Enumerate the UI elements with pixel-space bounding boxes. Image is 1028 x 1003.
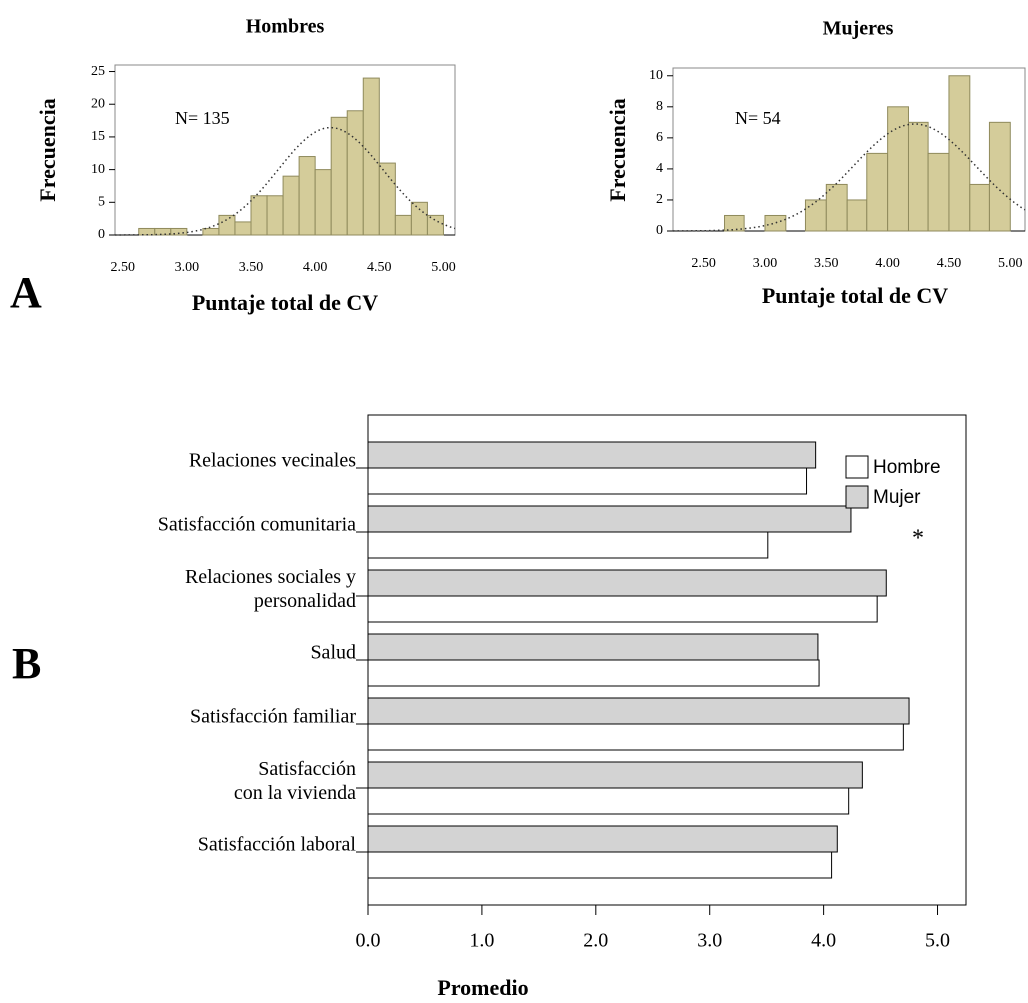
normal-curve [672, 123, 1026, 232]
y-tick-label: 6 [656, 130, 663, 145]
bar [367, 633, 819, 661]
x-tick-label: 3.0 [697, 930, 722, 952]
histogram-bar [866, 152, 889, 232]
histogram-bar [154, 227, 172, 236]
histogram-bar [927, 152, 950, 232]
histogram-bar [234, 221, 252, 236]
histogram-bar [298, 156, 316, 236]
x-tick-label: 1.0 [469, 930, 494, 952]
y-tick-label: Satisfacción con la vivienda [234, 758, 356, 804]
histogram-bar [846, 199, 868, 232]
panel-label: A [10, 268, 42, 317]
x-tick-label: 2.50 [691, 256, 716, 271]
x-axis-label: Promedio [437, 975, 528, 1000]
histogram-bar [218, 214, 236, 236]
x-tick-label: 4.50 [937, 256, 962, 271]
x-tick-label: 3.50 [814, 256, 839, 271]
x-tick-label: 0.0 [356, 930, 381, 952]
y-tick-label: Satisfacción laboral [198, 834, 357, 856]
chart-title: Mujeres [823, 18, 894, 40]
histogram-bar [250, 195, 268, 236]
histogram-bar [314, 169, 332, 236]
histogram-bar [266, 195, 284, 236]
histogram-bar [988, 121, 1011, 232]
annotation: * [912, 526, 924, 552]
bar [367, 441, 817, 469]
x-tick-label: 3.50 [239, 260, 264, 275]
bar [367, 531, 769, 559]
legend-label: Hombre [873, 457, 941, 478]
histogram-bar [282, 175, 300, 236]
bar [367, 851, 833, 879]
histogram-bar [825, 183, 848, 232]
y-tick-label: 15 [91, 129, 105, 144]
x-tick-label: 4.0 [811, 930, 836, 952]
histogram-bar [969, 183, 990, 232]
bar [367, 467, 808, 495]
histogram-bar [907, 121, 929, 232]
x-tick-label: 4.00 [875, 256, 900, 271]
histogram-bar [948, 75, 971, 232]
x-axis-label: Puntaje total de CV [762, 283, 948, 308]
histogram-bar [202, 227, 220, 236]
histogram-bar [346, 110, 364, 236]
histogram-bar [804, 199, 827, 232]
annotation: N= 135 [175, 108, 230, 128]
y-tick-label: 0 [98, 227, 105, 242]
bar [367, 697, 910, 725]
legend-swatch [845, 455, 869, 479]
y-tick-label: 10 [649, 68, 663, 83]
panel-label: B [12, 639, 41, 688]
x-tick-label: 3.00 [175, 260, 200, 275]
histogram-bar [887, 106, 909, 232]
y-tick-label: 0 [656, 223, 663, 238]
y-tick-label: 25 [91, 64, 105, 79]
y-tick-label: 2 [656, 192, 663, 207]
bar [367, 761, 863, 789]
histogram-bar [330, 116, 348, 236]
y-tick-label: Salud [310, 642, 356, 664]
bar [367, 723, 904, 751]
y-tick-label: 10 [91, 162, 105, 177]
legend-label: Mujer [873, 487, 921, 508]
histogram-bar [378, 162, 396, 236]
histogram-bar [410, 201, 428, 236]
bar [367, 595, 878, 623]
chart-title: Hombres [246, 16, 325, 38]
histogram-bar [724, 214, 745, 232]
y-tick-label: 20 [91, 96, 105, 111]
bar [367, 787, 850, 815]
histogram-bar [394, 214, 412, 236]
x-tick-label: 2.0 [583, 930, 608, 952]
y-axis-label: Frecuencia [605, 98, 630, 201]
y-tick-label: 4 [656, 161, 663, 176]
histogram-bar [426, 214, 444, 236]
x-tick-label: 5.00 [431, 260, 456, 275]
x-tick-label: 5.0 [925, 930, 950, 952]
annotation: N= 54 [735, 108, 781, 128]
legend-swatch [845, 485, 869, 509]
x-tick-label: 4.00 [303, 260, 328, 275]
x-tick-label: 2.50 [110, 260, 135, 275]
bar [367, 569, 887, 597]
bar [367, 659, 820, 687]
x-tick-label: 4.50 [367, 260, 392, 275]
y-tick-label: Relaciones vecinales [189, 450, 356, 472]
bar [367, 825, 838, 853]
y-tick-label: Satisfacción familiar [190, 706, 356, 728]
y-tick-label: Relaciones sociales y personalidad [185, 566, 356, 612]
y-tick-label: 5 [98, 195, 105, 210]
bar [367, 505, 852, 533]
x-tick-label: 3.00 [753, 256, 778, 271]
y-tick-label: 8 [656, 99, 663, 114]
x-tick-label: 5.00 [998, 256, 1023, 271]
y-axis-label: Frecuencia [35, 98, 60, 201]
x-axis-label: Puntaje total de CV [192, 290, 378, 315]
histogram-bar [764, 214, 787, 232]
y-tick-label: Satisfacción comunitaria [158, 514, 356, 536]
